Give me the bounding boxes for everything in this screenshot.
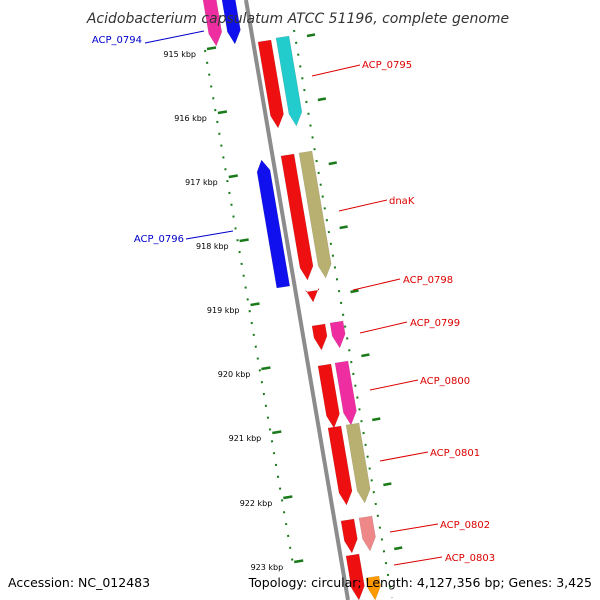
accession-text: Accession: NC_012483 bbox=[8, 575, 150, 590]
kbp-tick-mark-right bbox=[328, 161, 337, 166]
gene-leader-line bbox=[369, 379, 419, 391]
gene-label[interactable]: ACP_0801 bbox=[430, 448, 480, 459]
gene-arrow bbox=[257, 39, 284, 129]
gene-arrow bbox=[345, 422, 371, 504]
gene-leader-line bbox=[389, 523, 439, 533]
kbp-tick-mark-right bbox=[383, 482, 392, 487]
gene-arrow bbox=[329, 320, 346, 349]
gene-label[interactable]: ACP_0800 bbox=[420, 376, 470, 387]
kbp-tick-label: 921 kbp bbox=[229, 434, 262, 443]
gene-arrow bbox=[280, 153, 314, 281]
kbp-tick-label: 922 kbp bbox=[240, 499, 273, 508]
gene-label[interactable]: ACP_0802 bbox=[440, 520, 490, 531]
kbp-tick-mark-right bbox=[339, 225, 348, 230]
kbp-tick-mark bbox=[206, 46, 217, 51]
gene-label[interactable]: ACP_0803 bbox=[445, 553, 495, 564]
gene-arrow bbox=[358, 515, 376, 552]
kbp-tick-mark-right bbox=[350, 289, 359, 294]
kbp-tick-label: 917 kbp bbox=[185, 178, 218, 187]
gene-leader-line bbox=[144, 30, 205, 44]
kbp-tick-mark bbox=[294, 559, 304, 564]
gene-arrow bbox=[345, 553, 365, 600]
gene-leader-line bbox=[379, 451, 429, 462]
kbp-tick-mark-right bbox=[361, 353, 370, 358]
genes bbox=[202, 0, 381, 600]
kbp-tick-label: 915 kbp bbox=[163, 50, 196, 59]
gene-arrow bbox=[334, 360, 357, 426]
gene-arrow-reverse bbox=[221, 0, 241, 45]
kbp-tick-mark bbox=[239, 238, 249, 243]
gene-label[interactable]: ACP_0796 bbox=[134, 234, 184, 245]
gene-arrow bbox=[317, 363, 340, 429]
gene-arrow-reverse bbox=[256, 159, 291, 289]
kbp-tick-mark-right bbox=[393, 546, 403, 551]
genome-summary-text: Topology: circular; Length: 4,127,356 bp… bbox=[248, 575, 592, 590]
gene-labels: ACP_0794 ACP_0795 dnaK ACP_0796 ACP_0798 ACP_… bbox=[92, 30, 495, 566]
kbp-tick-mark bbox=[228, 174, 238, 179]
gene-leader-line bbox=[352, 278, 401, 291]
kbp-tick-mark bbox=[250, 302, 260, 307]
gene-leader-line bbox=[311, 64, 361, 77]
kbp-tick-label: 918 kbp bbox=[196, 242, 229, 251]
gene-label[interactable]: ACP_0799 bbox=[410, 318, 460, 329]
track-band bbox=[240, 0, 396, 600]
kbp-tick-mark bbox=[217, 110, 228, 115]
tick-dots-right bbox=[293, 29, 393, 599]
gene-arrow bbox=[305, 287, 320, 303]
gene-arrow bbox=[340, 518, 358, 554]
gene-arrow bbox=[365, 575, 381, 600]
kbp-tick-label: 923 kbp bbox=[251, 563, 284, 572]
kbp-tick-mark-right bbox=[317, 97, 327, 102]
kbp-tick-mark bbox=[272, 430, 282, 435]
kbp-tick-mark bbox=[261, 366, 271, 371]
gene-arrow bbox=[311, 323, 328, 351]
kbp-tick-label: 919 kbp bbox=[207, 306, 240, 315]
gene-arrow bbox=[275, 35, 303, 127]
gene-leader-line bbox=[338, 199, 388, 212]
kbp-tick-mark-right bbox=[306, 33, 316, 38]
gene-leader-line bbox=[393, 556, 443, 566]
kbp-ticks: 915 kbp 916 kbp 917 kbp 918 kbp 919 kbp 920 k… bbox=[163, 33, 403, 572]
genome-backbone bbox=[244, 0, 350, 600]
gene-leader-line bbox=[359, 321, 408, 334]
kbp-tick-label: 920 kbp bbox=[218, 370, 251, 379]
genome-title: Acidobacterium capsulatum ATCC 51196, co… bbox=[86, 11, 509, 27]
gene-label[interactable]: ACP_0794 bbox=[92, 35, 142, 46]
gene-label[interactable]: dnaK bbox=[389, 196, 415, 207]
gene-label[interactable]: ACP_0798 bbox=[403, 275, 453, 286]
gene-label[interactable]: ACP_0795 bbox=[362, 60, 412, 71]
kbp-tick-label: 916 kbp bbox=[174, 114, 207, 123]
gene-leader-line bbox=[185, 230, 234, 240]
kbp-tick-mark-right bbox=[372, 417, 381, 422]
gene-arrow bbox=[327, 425, 353, 506]
gene-arrow bbox=[298, 150, 332, 279]
kbp-tick-mark bbox=[283, 495, 293, 500]
gene-arrow bbox=[202, 0, 223, 47]
